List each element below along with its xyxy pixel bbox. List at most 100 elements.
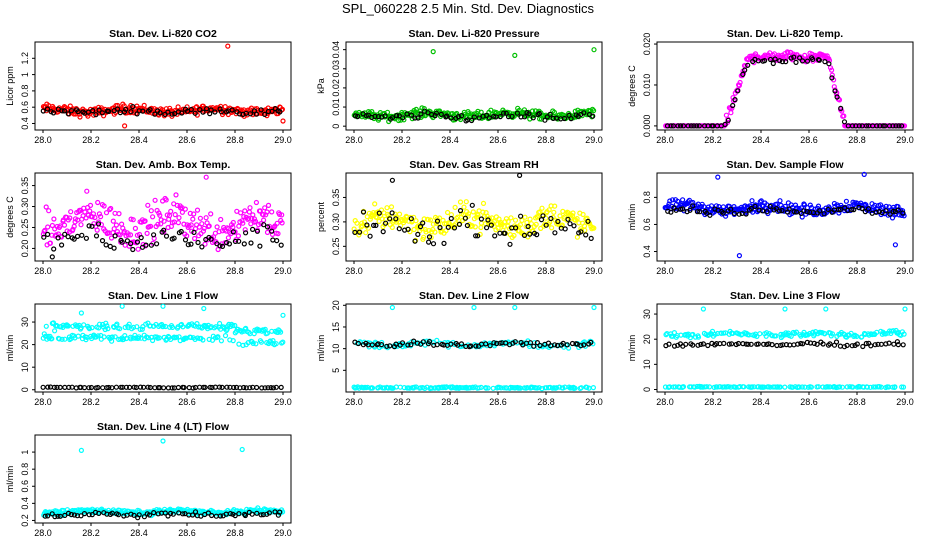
data-point (829, 331, 836, 337)
data-point (279, 212, 285, 218)
data-point (671, 343, 678, 349)
data-point (127, 232, 134, 238)
x-tick-label: 28.8 (226, 266, 244, 276)
data-point (195, 239, 201, 246)
x-tick-label: 28.4 (441, 135, 459, 145)
data-point (445, 209, 451, 216)
data-point (729, 105, 735, 112)
data-point (527, 231, 533, 237)
data-point (276, 211, 283, 217)
data-point (78, 513, 84, 519)
x-tick-label: 28.0 (34, 266, 52, 276)
data-point (111, 226, 117, 232)
data-point (118, 221, 125, 227)
data-point (230, 219, 236, 226)
data-point (590, 385, 597, 391)
data-point (188, 334, 194, 340)
data-point (777, 58, 783, 64)
data-point (190, 216, 196, 222)
data-point (696, 123, 702, 129)
y-tick-label: 0.020 (642, 33, 652, 56)
data-point (137, 384, 144, 390)
data-point (254, 510, 260, 516)
data-point (832, 88, 838, 94)
data-point (150, 337, 156, 344)
data-point (893, 123, 899, 129)
data-point (725, 117, 731, 123)
data-point (669, 197, 676, 203)
data-point (804, 58, 811, 64)
data-point (200, 337, 206, 343)
data-point (65, 323, 71, 329)
data-point (712, 331, 718, 337)
data-point (164, 212, 170, 218)
data-point (732, 96, 738, 103)
data-point (448, 115, 454, 121)
y-tick-label: 10 (20, 362, 30, 372)
data-point (224, 384, 230, 390)
data-point (144, 230, 150, 236)
data-point (467, 385, 473, 391)
figure-title: SPL_060228 2.5 Min. Std. Dev. Diagnostic… (342, 1, 594, 16)
y-tick-label: 0.25 (331, 238, 341, 256)
data-point (236, 511, 242, 517)
data-point (89, 325, 95, 331)
y-axis-label: ml/min (5, 466, 15, 493)
data-point (470, 209, 476, 215)
data-point (502, 230, 508, 236)
data-point (489, 215, 495, 221)
x-tick-label: 28.0 (656, 266, 674, 276)
y-tick-label: 20 (331, 300, 341, 310)
data-point (478, 224, 484, 231)
data-point (188, 222, 194, 228)
data-point (352, 229, 358, 235)
panel-title: Stan. Dev. Line 3 Flow (730, 290, 841, 302)
data-point (356, 232, 362, 238)
data-point (675, 123, 681, 129)
x-tick-label: 28.0 (34, 528, 52, 538)
data-point (369, 108, 375, 115)
data-point (130, 246, 136, 253)
data-point (478, 216, 484, 222)
data-point (251, 216, 257, 222)
data-point (425, 217, 431, 223)
data-point (98, 222, 105, 228)
data-point (106, 384, 112, 391)
x-tick-label: 28.8 (848, 135, 866, 145)
outlier-point (591, 304, 597, 311)
x-tick-label: 28.6 (178, 528, 196, 538)
data-point (274, 238, 280, 244)
data-point (741, 384, 747, 390)
y-tick-label: 0.4 (20, 117, 30, 130)
data-point (668, 123, 674, 129)
data-point (81, 322, 87, 328)
data-point (491, 340, 497, 346)
data-point (745, 341, 751, 347)
data-point (188, 241, 194, 247)
data-point (396, 117, 402, 124)
data-point (570, 210, 576, 216)
data-point (253, 218, 259, 225)
data-point (899, 384, 905, 390)
data-point (487, 343, 493, 349)
data-point (847, 384, 853, 390)
data-point (434, 337, 440, 343)
data-point (534, 385, 540, 391)
data-point (279, 220, 285, 226)
data-point (384, 205, 390, 211)
data-point (119, 508, 125, 514)
data-point (229, 107, 235, 113)
data-point (269, 228, 275, 234)
outlier-point (239, 446, 245, 453)
data-point (40, 384, 46, 390)
data-point (443, 228, 449, 234)
data-point (486, 115, 492, 121)
data-point (835, 206, 842, 213)
data-point (45, 224, 51, 230)
data-point (708, 203, 715, 209)
data-point (81, 385, 88, 391)
data-point (564, 342, 570, 348)
data-point (61, 222, 68, 228)
y-tick-label: 10 (331, 344, 341, 354)
data-point (169, 111, 175, 117)
